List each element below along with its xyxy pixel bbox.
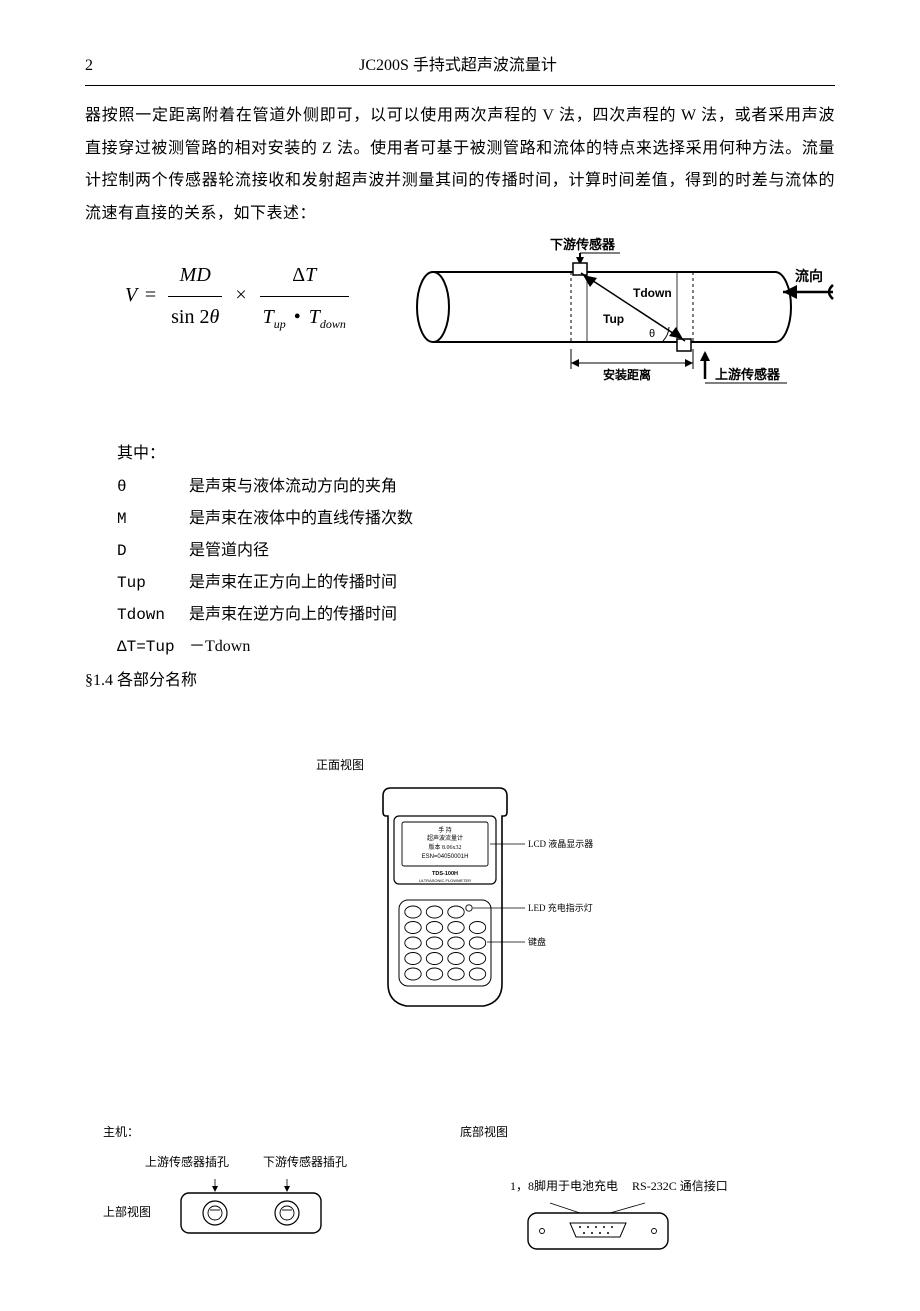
label-downstream: 下游传感器 <box>550 237 616 252</box>
definition-row: Tdown是声束在逆方向上的传播时间 <box>117 599 835 631</box>
top-view-caption: 上部视图 <box>103 1200 151 1225</box>
front-view-caption: 正面视图 <box>0 753 835 778</box>
svg-text:版本 8.06x32: 版本 8.06x32 <box>428 843 461 851</box>
svg-text:Tup: Tup <box>603 312 624 326</box>
svg-text:流向: 流向 <box>795 268 823 285</box>
rs232-label: RS-232C 通信接口 <box>632 1174 728 1199</box>
definition-row: ΔT=Tup－Tdown <box>117 631 835 663</box>
svg-text:超声波流量计: 超声波流量计 <box>427 834 463 842</box>
top-view-block: 主机： 上游传感器插孔 下游传感器插孔 上部视图 <box>85 1120 460 1265</box>
bottom-view-caption: 底部视图 <box>460 1120 835 1145</box>
pipe-diagram: 下游传感器 Tdown T <box>405 237 835 410</box>
svg-text:ULTRASONIC FLOWMETER: ULTRASONIC FLOWMETER <box>419 878 471 883</box>
svg-text:LCD 液晶显示器: LCD 液晶显示器 <box>528 838 593 849</box>
header-title: JC200S 手持式超声波流量计 <box>93 50 823 83</box>
definition-row: M是声束在液体中的直线传播次数 <box>117 503 835 535</box>
definitions-title: 其中： <box>85 438 835 471</box>
definition-row: D是管道内径 <box>117 535 835 567</box>
pin-label: 1，8脚用于电池充电 <box>510 1174 618 1199</box>
svg-text:ESN=04050001H: ESN=04050001H <box>422 854 469 860</box>
host-label: 主机： <box>103 1120 460 1145</box>
svg-text:手 持: 手 持 <box>438 826 452 834</box>
upstream-jack-label: 上游传感器插孔 <box>145 1150 229 1175</box>
definition-row: θ是声束与液体流动方向的夹角 <box>117 471 835 503</box>
svg-text:上游传感器: 上游传感器 <box>715 367 781 382</box>
section-heading: §1.4 各部分名称 <box>85 665 835 698</box>
bottom-view-svg <box>510 1201 730 1256</box>
svg-text:LED 充电指示灯: LED 充电指示灯 <box>528 902 593 913</box>
bottom-view-block: 底部视图 1，8脚用于电池充电 RS-232C 通信接口 <box>460 1120 835 1265</box>
svg-text:Tdown: Tdown <box>633 286 672 300</box>
page-header: 2 JC200S 手持式超声波流量计 <box>85 50 835 86</box>
definitions-list: θ是声束与液体流动方向的夹角M是声束在液体中的直线传播次数D是管道内径Tup是声… <box>85 471 835 663</box>
svg-text:安装距离: 安装距离 <box>603 367 651 382</box>
intro-paragraph: 器按照一定距离附着在管道外侧即可，以可以使用两次声程的 V 法，四次声程的 W … <box>85 100 835 231</box>
svg-text:TDS-100H: TDS-100H <box>432 871 458 877</box>
page-number: 2 <box>85 50 93 83</box>
svg-text:θ: θ <box>649 328 655 340</box>
front-view-figure: 正面视图 手 持 超声波流量计 版本 8.06x32 ESN=04050001H… <box>85 753 835 1029</box>
downstream-jack-label: 下游传感器插孔 <box>263 1150 347 1175</box>
velocity-formula: V = MD sin 2θ × ΔT Tup • Tdown <box>85 237 405 338</box>
definition-row: Tup是声束在正方向上的传播时间 <box>117 567 835 599</box>
svg-text:键盘: 键盘 <box>528 936 546 947</box>
top-view-svg <box>175 1177 335 1239</box>
